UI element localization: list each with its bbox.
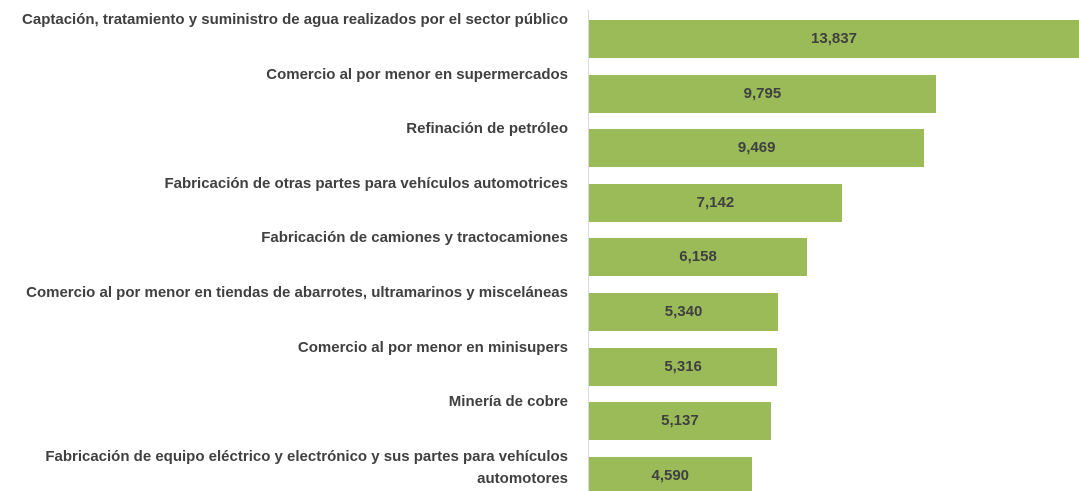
value-label: 5,137 [661,412,699,430]
bar [589,20,1079,58]
category-label: Fabricación de equipo eléctrico y electr… [45,447,568,487]
category-label: Comercio al por menor en minisupers [297,338,568,356]
bar [589,129,925,168]
value-label: 5,316 [664,357,702,375]
category-label: Comercio al por menor en supermercados [266,65,568,83]
bar [589,293,779,331]
category-label: Minería de cobre [448,393,568,411]
value-label: 9,469 [737,139,776,157]
category-label: Refinación de petróleo [406,120,568,138]
category-label: Comercio al por menor en tiendas de abar… [26,284,568,301]
value-label: 9,795 [743,84,782,102]
bar [589,238,808,277]
category-label: Fabricación de camiones y tractocamiones [261,229,568,247]
bar [589,347,778,386]
bar [589,183,842,222]
value-label: 4,590 [651,466,690,484]
bar [589,456,752,491]
value-label: 7,142 [696,193,735,211]
bar [589,402,771,441]
category-label: Captación, tratamiento y suministro de a… [22,11,568,28]
axis-line [588,10,589,491]
value-label: 5,340 [664,303,703,320]
category-label: Fabricación de otras partes para vehícul… [164,174,568,192]
value-label: 6,158 [679,248,717,266]
bar [589,74,936,113]
value-label: 13,837 [811,30,857,47]
